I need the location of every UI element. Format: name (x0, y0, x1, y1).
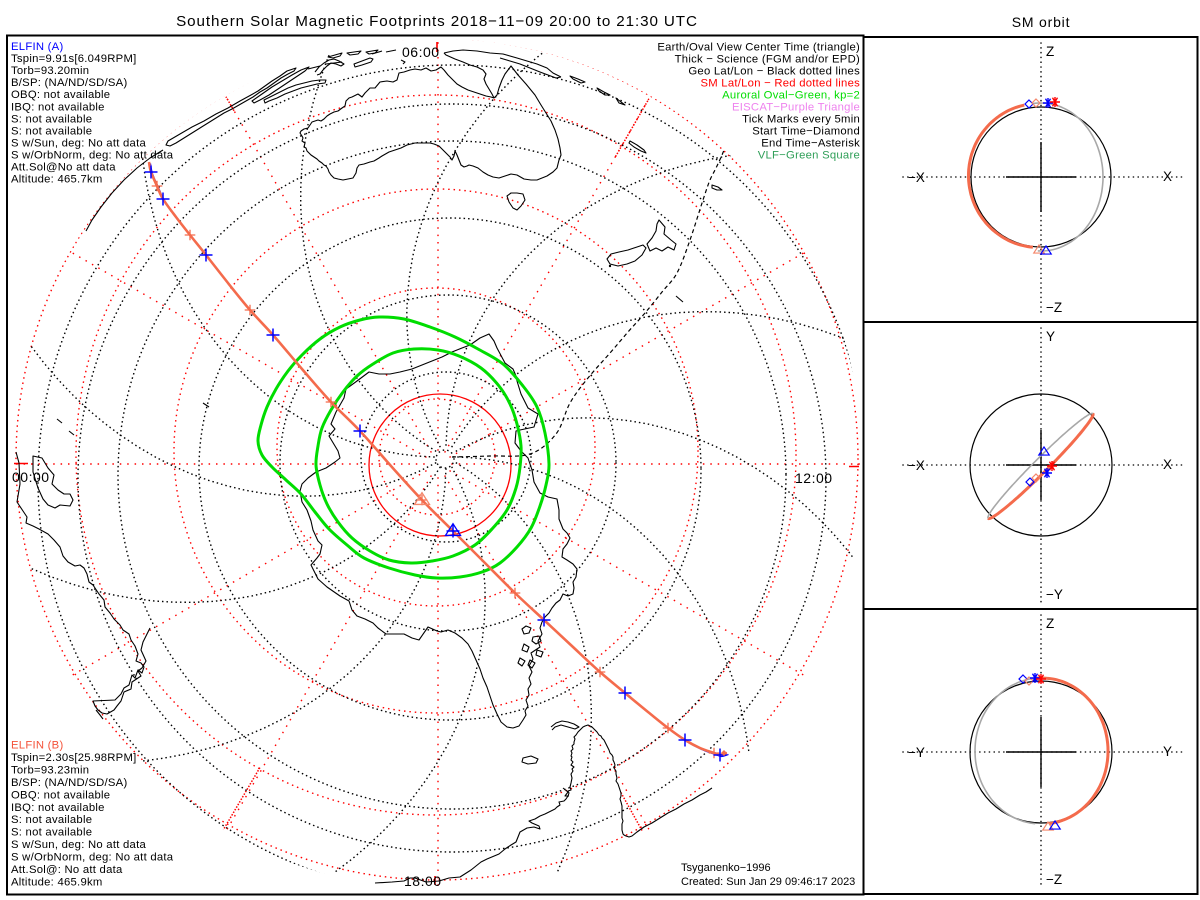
svg-text:Southern Solar Magnetic Footpr: Southern Solar Magnetic Footprints 2018−… (176, 13, 698, 30)
svg-text:S: not available: S: not available (11, 814, 92, 826)
svg-text:Created: Sun Jan 29 09:46:17 2: Created: Sun Jan 29 09:46:17 2023 (681, 876, 855, 888)
svg-text:−X: −X (908, 170, 925, 185)
svg-text:Y: Y (1163, 744, 1172, 759)
svg-text:Geo Lat/Lon − Black dotted lin: Geo Lat/Lon − Black dotted lines (688, 66, 860, 78)
svg-text:ELFIN (B): ELFIN (B) (11, 740, 63, 752)
svg-text:−X: −X (908, 458, 925, 473)
svg-text:IBQ: not available: IBQ: not available (11, 101, 105, 113)
svg-text:Earth/Oval View Center Time (t: Earth/Oval View Center Time (triangle) (657, 42, 860, 54)
svg-text:S: not available: S: not available (11, 827, 92, 839)
svg-text:S w/Sun, deg: No att data: S w/Sun, deg: No att data (11, 839, 146, 851)
svg-text:S w/OrbNorm, deg: No att data: S w/OrbNorm, deg: No att data (11, 852, 174, 864)
svg-text:SM Lat/Lon − Red dotted lines: SM Lat/Lon − Red dotted lines (700, 78, 860, 90)
svg-text:X: X (1163, 169, 1172, 184)
svg-text:18:00: 18:00 (404, 873, 442, 889)
svg-text:S w/Sun, deg: No att data: S w/Sun, deg: No att data (11, 137, 146, 149)
svg-text:−Z: −Z (1046, 300, 1062, 315)
svg-text:IBQ: not available: IBQ: not available (11, 802, 105, 814)
svg-text:X: X (1163, 457, 1172, 472)
svg-text:Start Time−Diamond: Start Time−Diamond (752, 126, 860, 138)
svg-text:B/SP: (NA/ND/SD/SA): B/SP: (NA/ND/SD/SA) (11, 77, 127, 89)
svg-text:Z: Z (1046, 616, 1054, 631)
svg-text:S: not available: S: not available (11, 113, 92, 125)
svg-text:Torb=93.23min: Torb=93.23min (11, 764, 89, 776)
svg-text:S w/OrbNorm, deg: No att data: S w/OrbNorm, deg: No att data (11, 149, 174, 161)
svg-text:Att.Sol@: No att data: Att.Sol@: No att data (11, 864, 123, 876)
svg-text:Altitude: 465.7km: Altitude: 465.7km (11, 174, 103, 186)
svg-text:Torb=93.20min: Torb=93.20min (11, 65, 89, 77)
svg-text:Tspin=2.30s[25.98RPM]: Tspin=2.30s[25.98RPM] (11, 752, 137, 764)
svg-text:Z: Z (1046, 44, 1054, 59)
svg-text:OBQ: not available: OBQ: not available (11, 789, 110, 801)
svg-text:Tsyganenko−1996: Tsyganenko−1996 (681, 862, 771, 874)
svg-text:06:00: 06:00 (402, 44, 440, 60)
svg-text:ELFIN (A): ELFIN (A) (11, 41, 63, 53)
svg-text:EISCAT−Purple Triangle: EISCAT−Purple Triangle (732, 102, 860, 114)
svg-text:B/SP: (NA/ND/SD/SA): B/SP: (NA/ND/SD/SA) (11, 777, 127, 789)
svg-text:12:00: 12:00 (795, 470, 833, 486)
svg-text:−Z: −Z (1046, 872, 1062, 887)
svg-text:Thick − Science (FGM and/or EP: Thick − Science (FGM and/or EPD) (675, 54, 860, 66)
svg-text:−Y: −Y (1046, 587, 1063, 602)
svg-text:Tick Marks every 5min: Tick Marks every 5min (742, 114, 860, 126)
svg-text:End Time−Asterisk: End Time−Asterisk (761, 138, 860, 150)
svg-text:S: not available: S: not available (11, 125, 92, 137)
svg-text:Tspin=9.91s[6.049RPM]: Tspin=9.91s[6.049RPM] (11, 53, 137, 65)
svg-text:OBQ: not available: OBQ: not available (11, 89, 110, 101)
svg-text:Altitude: 465.9km: Altitude: 465.9km (11, 876, 103, 888)
svg-text:−Y: −Y (908, 745, 925, 760)
svg-text:Y: Y (1046, 329, 1055, 344)
svg-text:VLF−Green Square: VLF−Green Square (758, 150, 860, 162)
svg-text:Att.Sol@No att data: Att.Sol@No att data (11, 162, 116, 174)
svg-text:Auroral Oval−Green, kp=2: Auroral Oval−Green, kp=2 (722, 90, 860, 102)
svg-text:00:00: 00:00 (12, 469, 50, 485)
svg-text:SM orbit: SM orbit (1012, 14, 1071, 30)
